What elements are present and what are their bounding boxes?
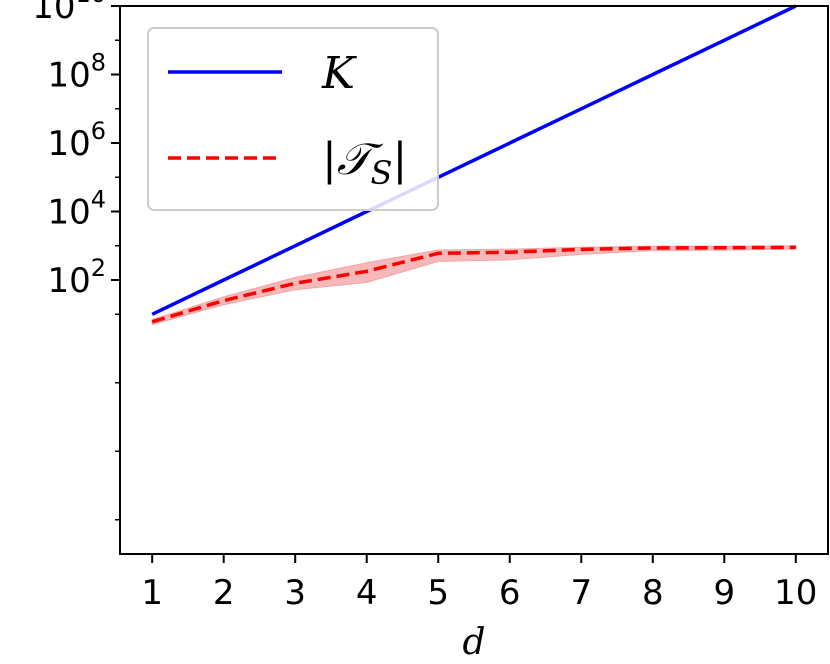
x-tick-label: 3 <box>284 573 306 613</box>
x-tick-label: 10 <box>774 573 817 613</box>
y-tick-label: 104 <box>47 186 106 233</box>
series-line-0 <box>151 4 797 316</box>
x-tick-label: 8 <box>642 573 664 613</box>
x-tick-label: 7 <box>570 573 592 613</box>
series-line-1 <box>151 245 796 324</box>
plot-area <box>151 4 797 326</box>
x-tick-label: 5 <box>427 573 449 613</box>
legend: K |𝒯S| <box>147 27 439 211</box>
series-band-1 <box>151 245 797 326</box>
y-tick-label: 102 <box>47 254 106 301</box>
x-tick-label: 4 <box>356 573 378 613</box>
y-tick-label: 108 <box>47 49 106 96</box>
y-tick-label: 106 <box>47 117 106 164</box>
legend-label-0: K <box>321 48 357 99</box>
x-tick-label: 1 <box>141 573 163 613</box>
x-axis-label: d <box>462 622 485 663</box>
x-tick-label: 9 <box>713 573 735 613</box>
x-tick-label: 6 <box>499 573 521 613</box>
x-tick-label: 2 <box>213 573 235 613</box>
legend-label-1: |𝒯S| <box>322 134 407 192</box>
